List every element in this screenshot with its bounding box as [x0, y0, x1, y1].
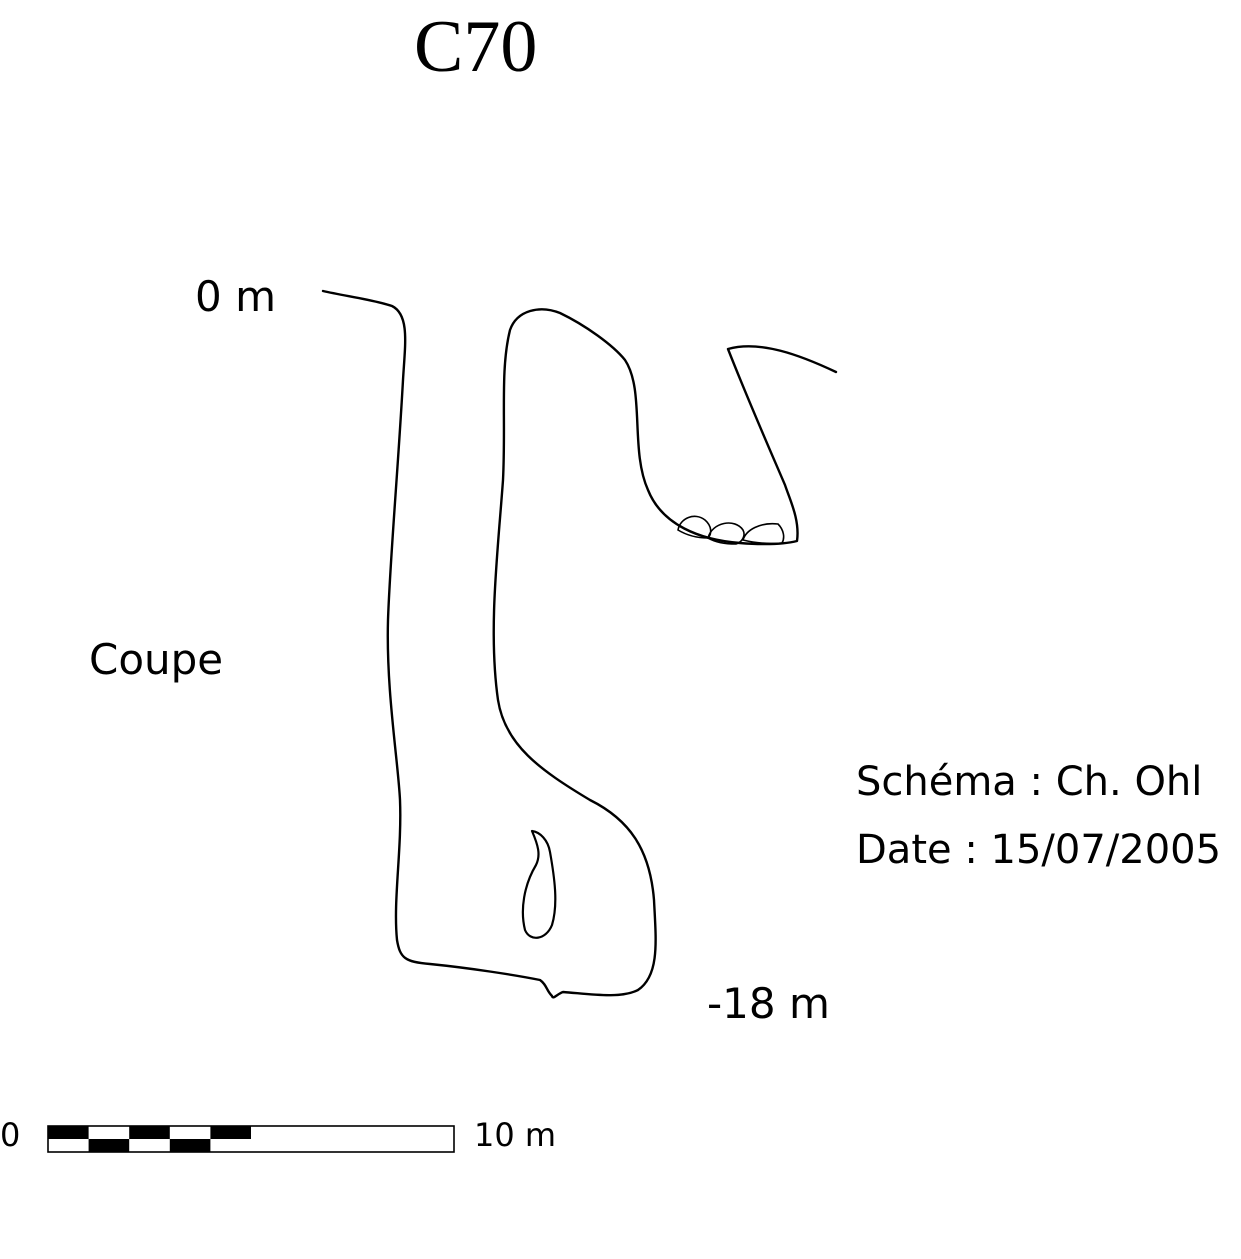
- scale-bar: [47, 1125, 455, 1153]
- scale-frame: [47, 1125, 455, 1153]
- cave-wall-left: [321, 289, 838, 999]
- boulder-3: [741, 522, 785, 545]
- credit-date: Date : 15/07/2005: [856, 827, 1222, 873]
- scale-segment: [169, 1139, 211, 1152]
- scale-segment: [88, 1139, 130, 1152]
- depth-label-top: 0 m: [195, 272, 276, 321]
- credits-block: Schéma : Ch. Ohl Date : 15/07/2005: [856, 748, 1241, 884]
- cave-title: C70: [414, 6, 538, 88]
- scale-segment: [129, 1126, 170, 1139]
- view-type-label: Coupe: [89, 635, 224, 684]
- depth-label-bottom: -18 m: [707, 979, 830, 1028]
- boulder-1: [677, 515, 712, 539]
- scale-start-label: 0: [0, 1116, 21, 1154]
- credit-schema: Schéma : Ch. Ohl: [856, 759, 1203, 805]
- scale-end-label: 10 m: [474, 1116, 557, 1154]
- rock-pillar: [521, 829, 557, 939]
- scale-segment: [210, 1126, 251, 1139]
- scale-segment: [48, 1126, 89, 1139]
